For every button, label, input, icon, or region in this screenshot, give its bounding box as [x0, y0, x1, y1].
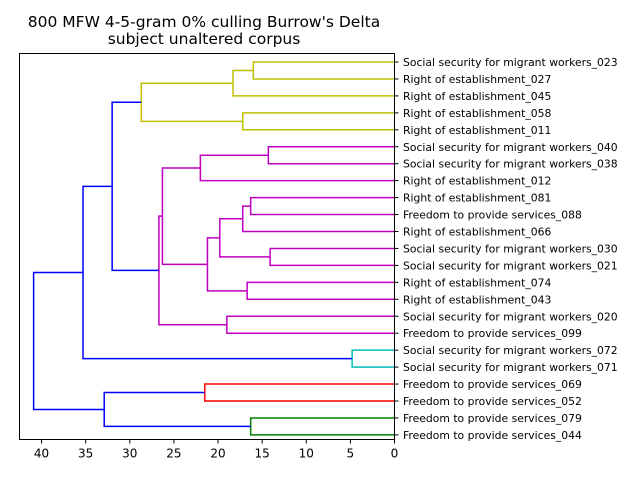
- leaf-label: Freedom to provide services_052: [403, 395, 582, 408]
- plot-frame: [19, 53, 395, 440]
- x-tick-label: 15: [255, 447, 270, 461]
- branch-m17: [351, 349, 395, 368]
- leaf-label: Right of establishment_027: [403, 73, 551, 86]
- leaf-label: Freedom to provide services_099: [403, 327, 582, 340]
- leaf-label: Right of establishment_011: [403, 124, 551, 137]
- chart-title: 800 MFW 4-5-gram 0% culling Burrow's Del…: [28, 13, 380, 31]
- leaf-label: Freedom to provide services_044: [403, 429, 582, 442]
- leaf-label: Right of establishment_012: [403, 175, 551, 188]
- leaf-labels: Social security for migrant workers_023 R…: [394, 56, 618, 442]
- leaf-label: Social security for migrant workers_040: [403, 141, 618, 154]
- x-tick-label: 5: [347, 447, 355, 461]
- leaf-label: Social security for migrant workers_038: [403, 158, 618, 171]
- x-tick-label: 10: [299, 447, 314, 461]
- leaf-label: Social security for migrant workers_071: [403, 361, 618, 374]
- branch-m20: [249, 417, 395, 436]
- branch-m7: [249, 196, 395, 216]
- branch-m6: [199, 154, 395, 182]
- leaf-label: Social security for migrant workers_030: [403, 242, 618, 255]
- x-tick-label: 25: [166, 447, 181, 461]
- leaf-label: Freedom to provide services_088: [403, 209, 582, 222]
- dendrogram-branches: [32, 61, 395, 436]
- leaf-label: Freedom to provide services_079: [403, 412, 582, 425]
- leaf-label: Social security for migrant workers_023: [403, 56, 618, 69]
- x-tick-label: 0: [391, 447, 399, 461]
- branch-m14: [226, 315, 395, 334]
- leaf-label: Social security for migrant workers_021: [403, 259, 618, 272]
- chart-subtitle: subject unaltered corpus: [108, 30, 301, 48]
- leaf-label: Right of establishment_045: [403, 90, 551, 103]
- branch-m11: [246, 281, 395, 301]
- x-tick-label: 30: [122, 447, 137, 461]
- branch-m1: [252, 61, 395, 80]
- branch-m22: [32, 271, 105, 411]
- x-tick-label: 40: [34, 447, 49, 461]
- x-axis: 40 35 30 25 20 15 10 5 0: [34, 439, 399, 461]
- branch-m21: [103, 391, 251, 428]
- branch-m19: [204, 383, 395, 402]
- leaf-label: Right of establishment_058: [403, 107, 552, 120]
- branch-m12: [206, 237, 248, 292]
- leaf-label: Right of establishment_066: [403, 226, 552, 239]
- branch-m10: [219, 218, 271, 258]
- leaf-label: Right of establishment_081: [403, 192, 551, 205]
- leaf-label: Right of establishment_043: [403, 293, 551, 306]
- leaf-label: Social security for migrant workers_020: [403, 310, 618, 323]
- x-tick-label: 35: [78, 447, 93, 461]
- branch-m3: [241, 112, 395, 131]
- branch-m8: [241, 205, 395, 233]
- branch-m2: [232, 69, 395, 97]
- leaf-label: Freedom to provide services_069: [403, 378, 582, 391]
- branch-m15: [158, 215, 227, 326]
- leaf-label: Social security for migrant workers_072: [403, 344, 618, 357]
- branch-m4: [140, 82, 243, 123]
- branch-m5: [267, 146, 395, 165]
- branch-m13: [161, 167, 208, 266]
- branch-m9: [269, 247, 395, 267]
- leaf-label: Right of establishment_074: [403, 276, 552, 289]
- branch-m16: [111, 101, 159, 272]
- x-tick-label: 20: [210, 447, 225, 461]
